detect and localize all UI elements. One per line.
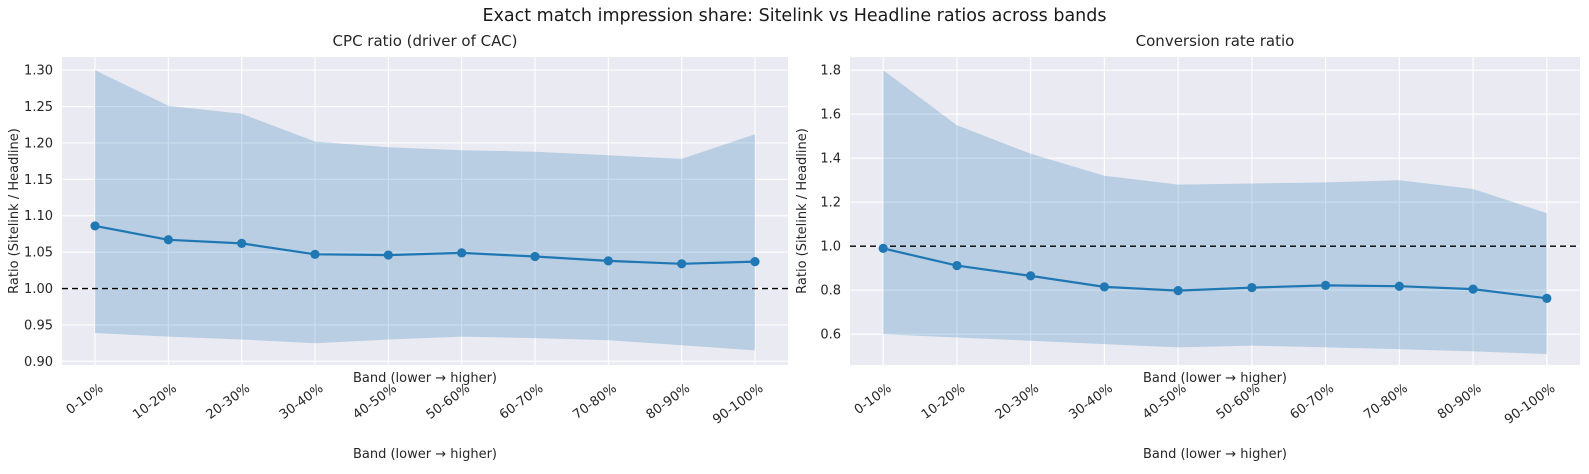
x-tick-label: 90-100% — [1502, 381, 1558, 427]
y-axis-label: Ratio (Sitelink / Headline) — [7, 128, 22, 294]
x-tick-label: 30-40% — [277, 381, 326, 423]
x-tick-label: 70-80% — [570, 381, 619, 423]
x-tick-label: 0-10% — [64, 381, 107, 418]
axes-background — [850, 57, 1580, 365]
data-point-marker — [677, 259, 687, 269]
x-tick-label: 50-60% — [424, 381, 473, 423]
data-point-marker — [1247, 282, 1257, 293]
y-tick-label: 1.25 — [24, 100, 53, 115]
data-point-marker — [1468, 284, 1478, 294]
data-point-marker — [603, 256, 613, 266]
x-tick-label: 20-30% — [204, 381, 253, 423]
data-point-marker — [163, 235, 173, 245]
confidence-band — [883, 70, 1547, 354]
confidence-band — [95, 70, 755, 351]
x-tick-label: 20-30% — [993, 381, 1042, 423]
x-axis-label-secondary: Band (lower → higher) — [353, 447, 497, 462]
data-point-marker — [310, 249, 320, 259]
panel-title: Conversion rate ratio — [1136, 32, 1295, 50]
data-point-marker — [878, 243, 888, 253]
series-line — [882, 247, 1548, 300]
x-tick-label: 60-70% — [497, 381, 546, 423]
y-tick-label: 0.8 — [820, 284, 841, 299]
x-tick-label: 80-90% — [1435, 381, 1484, 423]
y-tick-label: 0.6 — [820, 328, 841, 343]
y-tick-label: 1.05 — [24, 246, 53, 261]
x-tick-label: 70-80% — [1361, 381, 1410, 423]
y-tick-label: 1.00 — [24, 282, 53, 297]
y-tick-label: 1.2 — [820, 196, 841, 211]
x-tick-label: 50-60% — [1214, 381, 1263, 423]
data-point-marker — [1026, 271, 1036, 281]
data-point-marker — [750, 257, 760, 267]
right-panel: 0.6 0.8 1.0 1.2 1.4 1.6 1.8 0-10% 10-20% 20-30% 30… — [795, 32, 1580, 462]
y-tick-label: 1.20 — [24, 136, 53, 151]
x-tick-label: 90-100% — [710, 381, 766, 427]
data-point-marker — [457, 248, 467, 258]
x-tick-label: 10-20% — [919, 381, 968, 423]
y-axis-label: Ratio (Sitelink / Headline) — [795, 128, 810, 294]
figure-title: Exact match impression share: Sitelink v… — [482, 6, 1107, 26]
x-tick-label: 10-20% — [130, 381, 179, 423]
data-point-marker — [90, 221, 100, 231]
y-tick-label: 0.90 — [24, 355, 53, 370]
y-tick-label: 1.15 — [24, 173, 53, 188]
data-point-marker — [237, 238, 247, 249]
y-tick-label: 0.95 — [24, 318, 53, 333]
data-point-marker — [1173, 286, 1183, 296]
data-point-marker — [952, 260, 962, 271]
x-tick-label: 40-50% — [350, 381, 399, 423]
data-point-marker — [383, 250, 393, 260]
y-tick-label: 1.6 — [820, 108, 841, 123]
y-tick-label: 1.8 — [820, 64, 841, 79]
data-point-marker — [530, 251, 540, 262]
panel-title: CPC ratio (driver of CAC) — [333, 32, 518, 50]
x-axis-label: Band (lower → higher) — [353, 371, 497, 386]
axes-background — [62, 57, 788, 365]
x-tick-label: 80-90% — [644, 381, 693, 423]
data-point-marker — [1394, 281, 1404, 291]
x-axis-label: Band (lower → higher) — [1143, 371, 1287, 386]
y-tick-label: 1.0 — [820, 240, 841, 255]
series-line — [93, 224, 757, 265]
y-tick-label: 1.30 — [24, 64, 53, 79]
x-tick-label: 0-10% — [852, 381, 895, 418]
x-tick-label: 30-40% — [1066, 381, 1115, 423]
data-point-marker — [1099, 282, 1109, 292]
data-point-marker — [1542, 293, 1552, 303]
y-tick-label: 1.10 — [24, 209, 53, 224]
y-tick-label: 1.4 — [820, 152, 841, 167]
left-panel: 0.90 0.95 1.00 1.05 1.10 1.15 1.20 1.25 1.30 0-10… — [7, 32, 788, 462]
data-point-marker — [1321, 280, 1331, 290]
x-axis-label-secondary: Band (lower → higher) — [1143, 447, 1287, 462]
x-tick-label: 40-50% — [1140, 381, 1189, 423]
x-tick-label: 60-70% — [1288, 381, 1337, 423]
